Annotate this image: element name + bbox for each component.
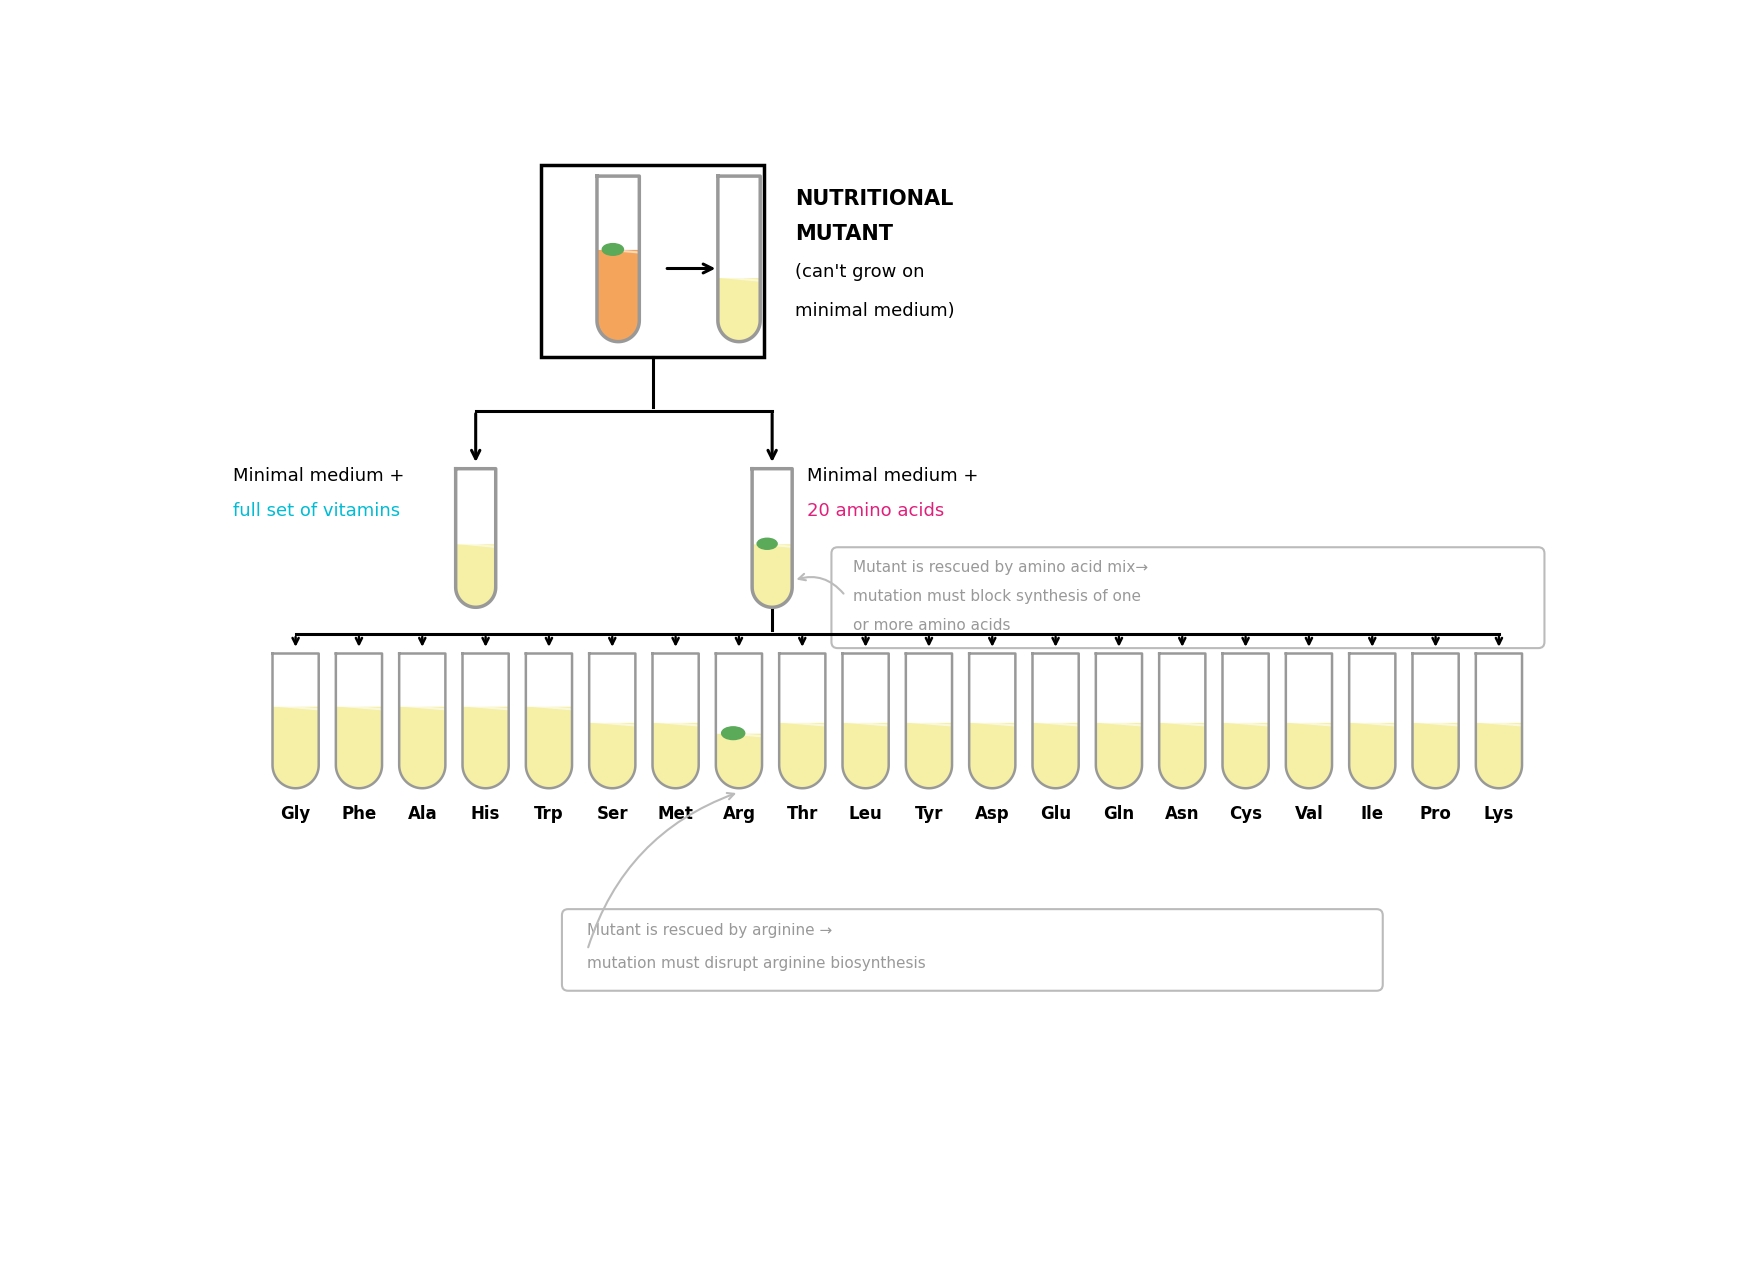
Polygon shape bbox=[843, 654, 888, 788]
Text: full set of vitamins: full set of vitamins bbox=[233, 502, 400, 520]
Polygon shape bbox=[1222, 654, 1269, 788]
Polygon shape bbox=[753, 544, 793, 607]
Polygon shape bbox=[652, 724, 699, 788]
Polygon shape bbox=[1413, 654, 1458, 788]
Polygon shape bbox=[970, 654, 1015, 788]
Polygon shape bbox=[1032, 654, 1079, 788]
Text: Ile: Ile bbox=[1361, 806, 1383, 824]
FancyBboxPatch shape bbox=[541, 164, 765, 357]
Text: NUTRITIONAL: NUTRITIONAL bbox=[796, 189, 954, 209]
Polygon shape bbox=[652, 654, 699, 788]
Polygon shape bbox=[718, 279, 760, 342]
Text: Thr: Thr bbox=[787, 806, 819, 824]
Polygon shape bbox=[1032, 724, 1079, 788]
Text: Cys: Cys bbox=[1229, 806, 1262, 824]
Polygon shape bbox=[905, 654, 952, 788]
Polygon shape bbox=[1476, 654, 1522, 788]
Text: Met: Met bbox=[657, 806, 693, 824]
Polygon shape bbox=[1476, 724, 1522, 788]
Polygon shape bbox=[718, 176, 760, 342]
Polygon shape bbox=[400, 708, 445, 788]
Polygon shape bbox=[335, 654, 382, 788]
Text: Arg: Arg bbox=[723, 806, 756, 824]
Text: Gln: Gln bbox=[1104, 806, 1135, 824]
Text: Pro: Pro bbox=[1420, 806, 1451, 824]
Polygon shape bbox=[1159, 654, 1206, 788]
Text: Minimal medium +: Minimal medium + bbox=[233, 468, 405, 486]
Text: (can't grow on: (can't grow on bbox=[796, 264, 925, 282]
Text: or more amino acids: or more amino acids bbox=[853, 617, 1010, 632]
Text: Lys: Lys bbox=[1484, 806, 1514, 824]
Text: Val: Val bbox=[1295, 806, 1323, 824]
Polygon shape bbox=[273, 654, 318, 788]
Ellipse shape bbox=[603, 244, 624, 255]
Polygon shape bbox=[462, 654, 509, 788]
Polygon shape bbox=[716, 734, 761, 788]
Polygon shape bbox=[970, 724, 1015, 788]
Text: Ala: Ala bbox=[407, 806, 436, 824]
Polygon shape bbox=[1286, 724, 1331, 788]
Text: MUTANT: MUTANT bbox=[796, 224, 893, 244]
Text: Leu: Leu bbox=[848, 806, 883, 824]
Polygon shape bbox=[843, 724, 888, 788]
Polygon shape bbox=[589, 724, 636, 788]
Polygon shape bbox=[455, 544, 495, 607]
Text: Ser: Ser bbox=[596, 806, 627, 824]
Text: Asp: Asp bbox=[975, 806, 1010, 824]
Polygon shape bbox=[596, 251, 640, 342]
Text: minimal medium): minimal medium) bbox=[796, 302, 954, 320]
Polygon shape bbox=[1159, 724, 1206, 788]
Polygon shape bbox=[455, 469, 495, 607]
Text: His: His bbox=[471, 806, 501, 824]
Text: 20 amino acids: 20 amino acids bbox=[806, 502, 944, 520]
Polygon shape bbox=[1349, 724, 1396, 788]
FancyBboxPatch shape bbox=[561, 909, 1383, 991]
Text: Mutant is rescued by arginine →: Mutant is rescued by arginine → bbox=[587, 923, 833, 938]
Text: mutation must block synthesis of one: mutation must block synthesis of one bbox=[853, 589, 1140, 604]
Polygon shape bbox=[589, 654, 636, 788]
Polygon shape bbox=[753, 469, 793, 607]
Polygon shape bbox=[1222, 724, 1269, 788]
Text: Tyr: Tyr bbox=[914, 806, 944, 824]
Polygon shape bbox=[527, 708, 572, 788]
Polygon shape bbox=[527, 654, 572, 788]
Polygon shape bbox=[462, 708, 509, 788]
Polygon shape bbox=[1413, 724, 1458, 788]
Polygon shape bbox=[335, 708, 382, 788]
Polygon shape bbox=[779, 654, 826, 788]
Text: Mutant is rescued by amino acid mix→: Mutant is rescued by amino acid mix→ bbox=[853, 560, 1149, 575]
Polygon shape bbox=[779, 724, 826, 788]
Text: Glu: Glu bbox=[1039, 806, 1071, 824]
Polygon shape bbox=[1349, 654, 1396, 788]
Polygon shape bbox=[1286, 654, 1331, 788]
Polygon shape bbox=[1097, 654, 1142, 788]
Polygon shape bbox=[1097, 724, 1142, 788]
Polygon shape bbox=[400, 654, 445, 788]
Polygon shape bbox=[273, 708, 318, 788]
Text: Minimal medium +: Minimal medium + bbox=[806, 468, 978, 486]
Text: mutation must disrupt arginine biosynthesis: mutation must disrupt arginine biosynthe… bbox=[587, 955, 926, 970]
Polygon shape bbox=[905, 724, 952, 788]
FancyBboxPatch shape bbox=[831, 547, 1545, 648]
Text: Gly: Gly bbox=[280, 806, 311, 824]
Text: Asn: Asn bbox=[1164, 806, 1199, 824]
Ellipse shape bbox=[758, 538, 777, 550]
Text: Phe: Phe bbox=[341, 806, 377, 824]
Ellipse shape bbox=[721, 727, 744, 739]
Polygon shape bbox=[716, 654, 761, 788]
Text: Trp: Trp bbox=[534, 806, 563, 824]
Polygon shape bbox=[596, 176, 640, 342]
